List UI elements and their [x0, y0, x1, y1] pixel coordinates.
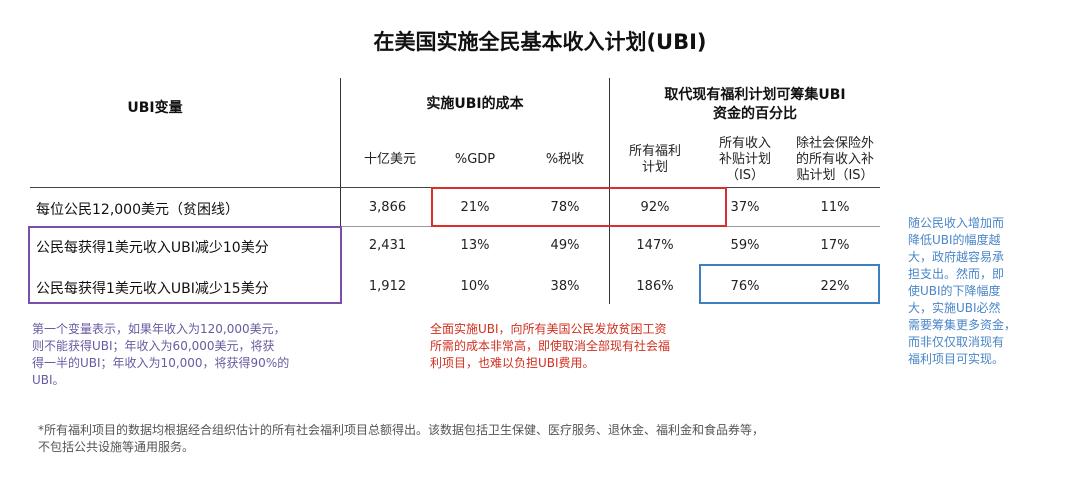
cell-ex-social: 22% [820, 279, 850, 294]
row-label-poverty: 每位公民12,000美元（贫困线） [36, 202, 239, 218]
cell-all-welfare: 186% [636, 279, 674, 294]
note-red: 全面实施UBI，向所有美国公民发放贫困工资 所需的成本非常高，即使取消全部现有社… [430, 321, 670, 372]
footnote-line: *所有福利项目的数据均根据经合组织估计的所有社会福利项目总额得出。该数据包括卫生… [38, 423, 765, 437]
cell-billion: 3,866 [368, 200, 407, 215]
cell-tax: 38% [550, 279, 580, 294]
cell-ex-social: 17% [820, 238, 850, 253]
subheader-is-line3: （IS） [725, 168, 765, 183]
subheader-ex-line1: 除社会保险外 [795, 136, 874, 151]
note-red-line: 利项目，也难以负担UBI费用。 [430, 356, 595, 370]
footnote: *所有福利项目的数据均根据经合组织估计的所有社会福利项目总额得出。该数据包括卫生… [38, 422, 764, 456]
subheader-tax: %税收 [545, 152, 585, 167]
page-title: 在美国实施全民基本收入计划(UBI) [373, 30, 707, 54]
note-blue: 随公民收入增加而 降低UBI的幅度越 大，政府越容易承 担支出。然而，即 使UB… [908, 215, 1016, 368]
subheader-all-welfare-line1: 所有福利 [628, 144, 681, 159]
note-blue-line: 而非仅仅取消现有 [908, 335, 1005, 349]
highlight-box-purple [28, 226, 342, 304]
note-blue-line: 随公民收入增加而 [908, 216, 1005, 230]
cell-ex-social: 11% [820, 200, 850, 215]
note-blue-line: 大，实施UBI必然 [908, 301, 1001, 315]
note-blue-line: 降低UBI的幅度越 [908, 233, 1001, 247]
subheader-all-welfare-line2: 计划 [641, 160, 668, 175]
cell-gdp: 21% [460, 200, 490, 215]
cell-all-welfare: 147% [636, 238, 674, 253]
header-ubi-variable: UBI变量 [127, 100, 183, 116]
subheader-ex-social: 除社会保险外 的所有收入补 贴计划（IS） [785, 136, 885, 184]
cell-billion: 2,431 [368, 238, 407, 253]
row-label-10-cents: 公民每获得1美元收入UBI减少10美分 [36, 240, 269, 256]
subheader-gdp: %GDP [454, 152, 496, 167]
note-purple-line: 第一个变量表示，如果年收入为120,000美元， [32, 322, 286, 336]
note-blue-line: 需要筹集更多资金， [908, 318, 1017, 332]
subheader-is-line2: 补贴计划 [718, 152, 771, 167]
cell-gdp: 10% [460, 279, 490, 294]
note-blue-line: 福利项目可实现。 [908, 352, 1005, 366]
highlight-box-red [431, 187, 727, 227]
highlight-box-blue [699, 264, 880, 304]
cell-gdp: 13% [460, 238, 490, 253]
cell-all-welfare: 92% [640, 200, 670, 215]
header-replace-line1: 取代现有福利计划可筹集UBI [664, 87, 846, 103]
divider-vertical-right [609, 78, 610, 304]
subheader-is: 所有收入 补贴计划 （IS） [700, 136, 790, 184]
divider-vertical-left [340, 78, 341, 304]
subheader-ex-line2: 的所有收入补 [795, 152, 874, 167]
cell-tax: 78% [550, 200, 580, 215]
note-red-line: 全面实施UBI，向所有美国公民发放贫困工资 [430, 322, 667, 336]
note-purple: 第一个变量表示，如果年收入为120,000美元， 则不能获得UBI；年收入为60… [32, 321, 289, 389]
header-replace-line2: 资金的百分比 [713, 106, 797, 122]
header-cost: 实施UBI的成本 [426, 96, 524, 112]
cell-is: 37% [730, 200, 760, 215]
note-purple-line: 则不能获得UBI；年收入为60,000美元，将获 [32, 339, 275, 353]
subheader-billion: 十亿美元 [363, 152, 416, 167]
cell-tax: 49% [550, 238, 580, 253]
note-blue-line: 担支出。然而，即 [908, 267, 1005, 281]
subheader-is-line1: 所有收入 [718, 136, 771, 151]
cell-billion: 1,912 [368, 279, 407, 294]
note-red-line: 所需的成本非常高，即使取消全部现有社会福 [430, 339, 671, 353]
row-label-15-cents: 公民每获得1美元收入UBI减少15美分 [36, 281, 269, 297]
footnote-line: 不包括公共设施等通用服务。 [38, 440, 195, 454]
note-purple-line: UBI。 [32, 373, 65, 387]
note-purple-line: 得一半的UBI；年收入为10,000，将获得90%的 [32, 356, 290, 370]
note-blue-line: 使UBI的下降幅度 [908, 284, 1001, 298]
subheader-all-welfare: 所有福利 计划 [610, 144, 700, 176]
subheader-ex-line3: 贴计划（IS） [796, 168, 874, 183]
cell-is: 76% [730, 279, 760, 294]
note-blue-line: 大，政府越容易承 [908, 250, 1005, 264]
cell-is: 59% [730, 238, 760, 253]
